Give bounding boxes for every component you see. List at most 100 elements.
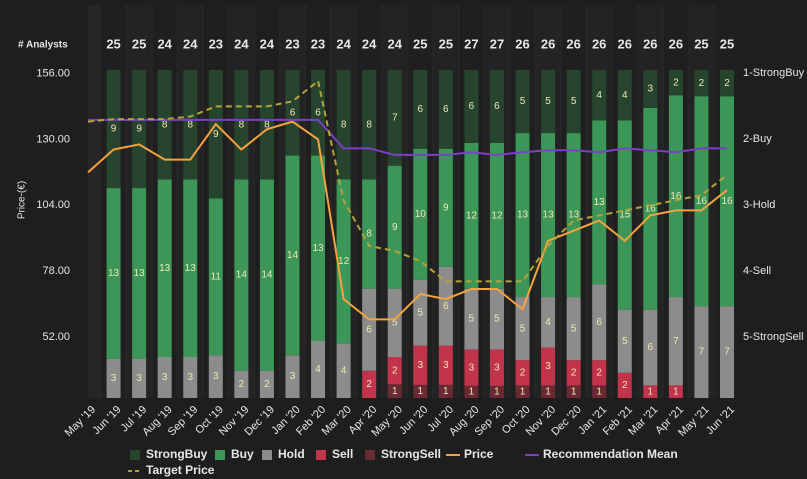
value-label: 13 xyxy=(543,210,555,221)
bar-segment xyxy=(387,384,402,398)
bar-segment xyxy=(541,347,556,386)
value-label: 12 xyxy=(466,210,478,221)
line xyxy=(88,118,727,156)
legend-label: Hold xyxy=(278,447,305,461)
bar-segment xyxy=(132,358,147,398)
bar-segment xyxy=(132,188,147,359)
legend-label: StrongSell xyxy=(381,447,441,461)
bar-segment xyxy=(515,360,530,386)
bar-segment xyxy=(694,70,709,97)
value-label: 13 xyxy=(517,210,529,221)
bar-segment xyxy=(541,70,556,134)
bar-segment xyxy=(183,70,198,180)
value-label: 2 xyxy=(673,77,679,88)
bar-segment xyxy=(694,306,709,398)
value-label: 4 xyxy=(545,317,551,328)
analyst-count: 24 xyxy=(234,36,249,51)
value-label: 2 xyxy=(366,379,372,390)
bar-segment xyxy=(311,340,326,398)
bar-segment xyxy=(464,142,479,289)
value-label: 13 xyxy=(594,197,606,208)
value-label: 1 xyxy=(494,387,500,398)
value-label: 2 xyxy=(622,380,628,391)
bar-segment xyxy=(336,343,351,398)
value-label: 2 xyxy=(392,365,398,376)
legend-label: Recommendation Mean xyxy=(543,447,678,461)
bar-segment xyxy=(566,385,581,398)
count-title: # Analysts xyxy=(18,40,68,51)
value-label: 6 xyxy=(366,324,372,335)
bar-segment xyxy=(438,266,453,346)
legend-swatch xyxy=(316,450,326,460)
value-label: 1 xyxy=(443,386,449,397)
value-label: 5 xyxy=(545,96,551,107)
bar-segment xyxy=(668,297,683,386)
value-label: 1 xyxy=(417,386,423,397)
value-label: 3 xyxy=(443,360,449,371)
value-label: 4 xyxy=(596,90,602,101)
bar-segment xyxy=(464,70,479,143)
bar-segment xyxy=(592,360,607,386)
value-label: 2 xyxy=(239,379,245,390)
bar-segment xyxy=(515,385,530,398)
y-tick-label: 104.00 xyxy=(36,199,70,211)
value-label: 8 xyxy=(239,119,245,130)
bar-segment xyxy=(668,385,683,398)
value-label: 5 xyxy=(392,317,398,328)
analyst-count: 26 xyxy=(566,36,580,51)
value-label: 14 xyxy=(287,250,299,261)
value-label: 4 xyxy=(315,364,321,375)
value-label: 13 xyxy=(312,243,324,254)
value-label: 9 xyxy=(111,124,117,135)
value-label: 4 xyxy=(622,90,628,101)
value-label: 13 xyxy=(568,210,580,221)
analyst-count: 25 xyxy=(106,36,120,51)
bar-segment xyxy=(362,70,377,180)
bar-segment xyxy=(132,70,147,189)
bar-segment xyxy=(183,179,198,357)
value-label: 14 xyxy=(236,270,248,281)
bar-segment xyxy=(643,70,658,108)
bar-segment xyxy=(234,370,249,398)
y-tick-label: 78.00 xyxy=(42,265,70,277)
bar-segment xyxy=(489,70,504,143)
value-label: 9 xyxy=(136,124,142,135)
value-label: 16 xyxy=(696,196,708,207)
bar-segment xyxy=(362,370,377,398)
bar-segment xyxy=(489,142,504,289)
value-label: 8 xyxy=(366,229,372,240)
value-label: 2 xyxy=(724,78,730,89)
bar-segment xyxy=(464,288,479,350)
value-label: 5 xyxy=(520,96,526,107)
value-label: 11 xyxy=(211,271,222,282)
analyst-count: 24 xyxy=(387,36,402,51)
value-label: 8 xyxy=(187,119,193,130)
bar-segment xyxy=(311,155,326,341)
value-label: 5 xyxy=(622,336,628,347)
value-label: 1 xyxy=(596,386,602,397)
analyst-count: 24 xyxy=(362,36,377,51)
bar-segment xyxy=(208,70,223,199)
value-label: 15 xyxy=(619,210,631,221)
bar-segment xyxy=(720,306,734,398)
value-label: 6 xyxy=(648,342,654,353)
bar-segment xyxy=(157,357,172,398)
analyst-count: 25 xyxy=(413,36,427,51)
bar-segment xyxy=(592,120,607,285)
y-tick-label: 156.00 xyxy=(36,67,70,79)
bar-segment xyxy=(387,165,402,289)
x-tick-label: Jun '19 xyxy=(90,404,123,437)
y2-tick-label: 1-StrongBuy xyxy=(743,67,805,79)
value-label: 16 xyxy=(721,196,733,207)
y-tick-label: 52.00 xyxy=(42,331,70,343)
value-label: 12 xyxy=(338,256,350,267)
value-label: 3 xyxy=(545,361,551,372)
value-label: 5 xyxy=(494,314,500,325)
bar-segment xyxy=(413,384,428,398)
bar-segment xyxy=(617,309,632,373)
value-label: 8 xyxy=(264,119,270,130)
bar-segment xyxy=(489,288,504,350)
value-label: 13 xyxy=(185,263,197,274)
analyst-count: 26 xyxy=(592,36,606,51)
